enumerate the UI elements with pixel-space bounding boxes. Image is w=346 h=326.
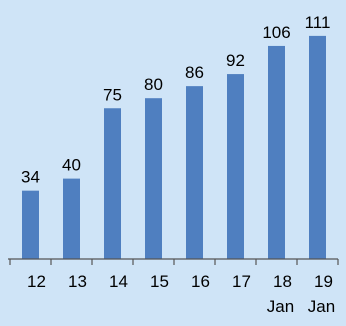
data-label-18: 106 xyxy=(262,23,290,42)
bar-14 xyxy=(104,108,121,259)
x-tick-label-13: 13 xyxy=(68,272,87,291)
bar-18 xyxy=(268,45,285,259)
bar-19 xyxy=(309,35,326,259)
bar-12 xyxy=(22,190,39,259)
bar-16 xyxy=(186,86,203,259)
x-tick-label-12: 12 xyxy=(27,272,46,291)
x-tick-sublabel-18: Jan xyxy=(267,297,294,316)
x-tick-label-14: 14 xyxy=(109,272,128,291)
x-tick-label-19: 19 xyxy=(314,272,333,291)
x-axis xyxy=(8,258,339,265)
bar-13 xyxy=(63,178,80,259)
data-label-17: 92 xyxy=(226,51,245,70)
data-label-19: 111 xyxy=(305,13,331,32)
data-label-12: 34 xyxy=(21,168,40,187)
data-label-15: 80 xyxy=(144,75,163,94)
bars-layer xyxy=(22,35,326,259)
x-tick-label-18: 18 xyxy=(273,272,292,291)
bar-17 xyxy=(227,74,244,259)
x-tick-label-16: 16 xyxy=(191,272,210,291)
x-tick-label-15: 15 xyxy=(150,272,169,291)
data-label-16: 86 xyxy=(185,63,204,82)
bar-15 xyxy=(145,98,162,259)
x-tick-sublabel-19: Jan xyxy=(308,297,335,316)
value-labels-layer: 34 40 75 80 86 92 106 111 xyxy=(21,13,330,187)
data-label-14: 75 xyxy=(103,85,122,104)
x-tick-label-17: 17 xyxy=(232,272,251,291)
data-label-13: 40 xyxy=(62,156,81,175)
x-tick-labels: 12 13 14 15 16 17 18 Jan 19 Jan xyxy=(27,272,335,316)
